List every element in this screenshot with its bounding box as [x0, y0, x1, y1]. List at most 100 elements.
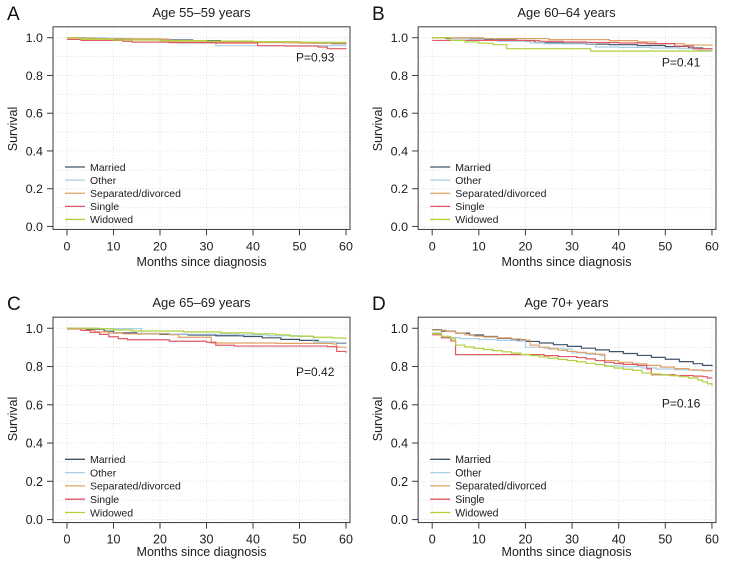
legend-label-separated-divorced: Separated/divorced	[455, 189, 546, 200]
legend-label-single: Single	[455, 494, 484, 506]
x-axis-label: Months since diagnosis	[136, 545, 267, 559]
y-tick-label: 0.6	[391, 107, 408, 121]
legend-label-other: Other	[455, 176, 482, 187]
y-tick-label: 0.4	[391, 437, 408, 451]
y-tick-label: 0.8	[391, 360, 408, 374]
km-curve-single	[67, 38, 347, 50]
y-tick-label: 1.0	[26, 31, 43, 45]
km-plot-b: 0 10 20 30 40 50 60 0.0 0.2 0.4 0.6 0.8 1.0 Married Ot…	[391, 26, 719, 253]
x-tick-label: 40	[612, 533, 626, 547]
km-curve-married	[67, 327, 347, 344]
p-value-annotation: P=0.41	[662, 56, 701, 70]
km-plot-a: 0 10 20 30 40 50 60 0.0 0.2 0.4 0.6 0.8 1.0 Married Ot…	[26, 26, 353, 253]
panel-c: 0 10 20 30 40 50 60 0.0 0.2 0.4 0.6 0.8 1.0 Married Ot…	[0, 290, 365, 584]
km-curve-single	[432, 334, 713, 379]
legend-label-married: Married	[455, 454, 491, 466]
x-tick-label: 20	[153, 533, 167, 547]
y-tick-label: 1.0	[26, 322, 43, 336]
gridlines	[418, 26, 716, 230]
y-tick-label: 0.0	[26, 513, 43, 527]
x-tick-label: 40	[612, 239, 626, 253]
x-tick-label: 50	[293, 239, 307, 253]
y-tick-label: 1.0	[391, 322, 408, 336]
axis-ticks: 0 10 20 30 40 50 60 0.0 0.2 0.4 0.6 0.8 1.0	[391, 322, 719, 547]
legend-label-married: Married	[90, 163, 126, 174]
panel-a: 0 10 20 30 40 50 60 0.0 0.2 0.4 0.6 0.8 1.0 Married Ot…	[0, 0, 365, 290]
legend: MarriedOtherSeparated/divorcedSingleWido…	[430, 454, 547, 519]
x-axis-label: Months since diagnosis	[501, 545, 632, 559]
x-tick-label: 50	[293, 533, 307, 547]
p-value-annotation: P=0.42	[296, 365, 335, 379]
km-plot-c: 0 10 20 30 40 50 60 0.0 0.2 0.4 0.6 0.8 1.0 MarriedOt…	[26, 316, 353, 547]
x-tick-label: 60	[339, 533, 353, 547]
x-tick-label: 30	[200, 239, 214, 253]
x-tick-label: 30	[200, 533, 214, 547]
y-axis-label: Survival	[371, 396, 385, 442]
legend: Married Other Separated/divorced Single Wido…	[430, 163, 547, 226]
x-tick-label: 0	[64, 533, 71, 547]
legend-label-other: Other	[90, 467, 117, 479]
km-curve-single	[67, 328, 347, 353]
km-curve-widowed	[432, 37, 713, 52]
legend-label-single: Single	[90, 202, 119, 213]
x-tick-label: 20	[518, 239, 532, 253]
y-tick-label: 0.8	[26, 69, 43, 83]
plot-box	[417, 316, 717, 524]
legend-label-widowed: Widowed	[455, 215, 498, 226]
y-tick-label: 0.0	[391, 220, 408, 234]
x-tick-label: 30	[565, 533, 579, 547]
legend-label-married: Married	[90, 454, 126, 466]
x-tick-label: 40	[246, 239, 260, 253]
p-value-annotation: P=0.16	[662, 396, 701, 410]
y-tick-label: 0.8	[391, 69, 408, 83]
y-tick-label: 0.2	[26, 182, 43, 196]
km-curve-separated-divorced	[432, 329, 713, 372]
km-curve-other	[432, 37, 713, 52]
x-axis-label: Months since diagnosis	[501, 255, 632, 269]
legend-label-single: Single	[455, 202, 484, 213]
x-tick-label: 0	[429, 533, 436, 547]
panel-letter-b: B	[372, 4, 386, 25]
chart-title-a: Age 55–59 years	[152, 5, 251, 20]
x-tick-label: 10	[472, 533, 486, 547]
panel-d: 0 10 20 30 40 50 60 0.0 0.2 0.4 0.6 0.8 1.0 Married Ot…	[365, 290, 731, 584]
x-tick-label: 30	[565, 239, 579, 253]
legend-label-separated-divorced: Separated/divorced	[90, 189, 181, 200]
x-tick-label: 60	[705, 533, 719, 547]
y-axis-label: Survival	[6, 106, 20, 152]
y-tick-label: 0.4	[391, 144, 408, 158]
x-axis-label: Months since diagnosis	[136, 255, 267, 269]
plot-box	[52, 26, 351, 230]
legend: Married Other Separated/divorced Single Wido…	[65, 163, 181, 226]
legend-label-other: Other	[455, 467, 482, 479]
km-curve-other	[67, 327, 347, 344]
panel-b: 0 10 20 30 40 50 60 0.0 0.2 0.4 0.6 0.8 1.0 Married Ot…	[365, 0, 731, 290]
chart-title-b: Age 60–64 years	[517, 5, 616, 20]
legend-label-widowed: Widowed	[90, 215, 133, 226]
x-tick-label: 20	[518, 533, 532, 547]
y-tick-label: 0.4	[26, 437, 43, 451]
y-tick-label: 0.6	[26, 107, 43, 121]
plot-box	[52, 316, 351, 524]
legend-label-married: Married	[455, 163, 491, 174]
x-tick-label: 60	[339, 239, 353, 253]
legend-label-other: Other	[90, 176, 117, 187]
y-tick-label: 0.2	[391, 182, 408, 196]
x-tick-label: 50	[658, 533, 672, 547]
km-curve-single	[432, 39, 713, 50]
y-tick-label: 0.4	[26, 144, 43, 158]
legend-label-separated-divorced: Separated/divorced	[455, 481, 546, 493]
km-plot-d: 0 10 20 30 40 50 60 0.0 0.2 0.4 0.6 0.8 1.0 MarriedOt…	[391, 316, 719, 547]
y-tick-label: 0.0	[26, 220, 43, 234]
chart-title-c: Age 65–69 years	[152, 295, 251, 310]
legend-label-separated-divorced: Separated/divorced	[90, 481, 181, 493]
panel-letter-c: C	[7, 294, 22, 315]
legend: MarriedOtherSeparated/divorcedSingleWido…	[65, 454, 181, 519]
plot-box	[417, 26, 717, 230]
x-tick-label: 10	[107, 239, 121, 253]
y-axis-label: Survival	[6, 396, 20, 442]
y-tick-label: 0.6	[26, 398, 43, 412]
axis-ticks: 0 10 20 30 40 50 60 0.0 0.2 0.4 0.6 0.8 1.0	[391, 31, 719, 253]
gridlines	[53, 26, 350, 230]
